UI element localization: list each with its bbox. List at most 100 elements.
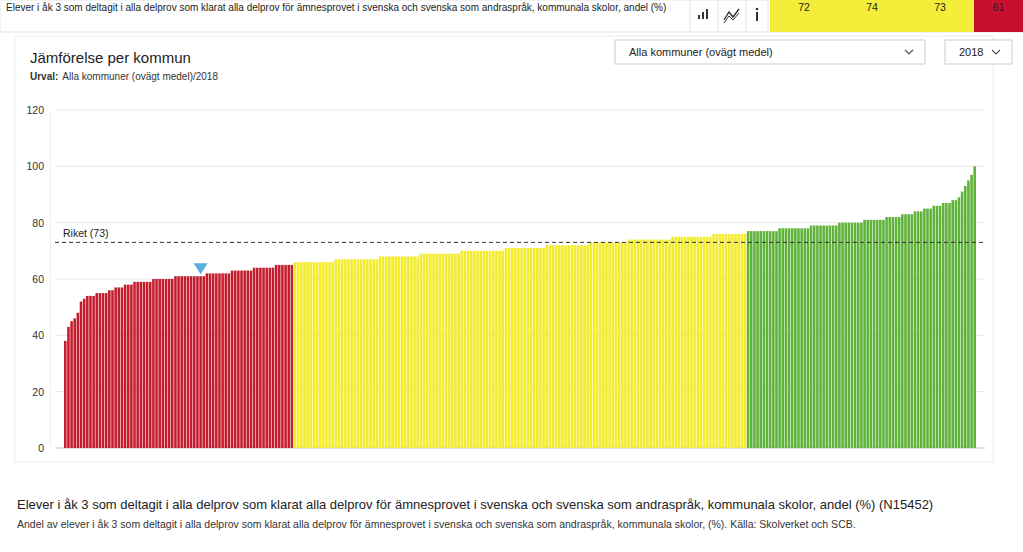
bar[interactable]: [737, 234, 740, 448]
bar[interactable]: [797, 228, 800, 448]
bar[interactable]: [479, 251, 482, 448]
bar[interactable]: [325, 262, 328, 448]
bar[interactable]: [64, 341, 67, 448]
bar[interactable]: [199, 276, 202, 448]
bar[interactable]: [470, 251, 473, 448]
bar[interactable]: [561, 245, 564, 448]
bar[interactable]: [618, 242, 621, 448]
bar[interactable]: [851, 223, 854, 448]
bar[interactable]: [882, 220, 885, 448]
bar[interactable]: [590, 242, 593, 448]
bar[interactable]: [602, 242, 605, 448]
bar[interactable]: [501, 251, 504, 448]
bar[interactable]: [693, 237, 696, 448]
bar[interactable]: [901, 214, 904, 448]
bar[interactable]: [810, 225, 813, 448]
bar[interactable]: [158, 279, 161, 448]
bar[interactable]: [196, 276, 199, 448]
bar[interactable]: [124, 285, 127, 448]
bar[interactable]: [948, 203, 951, 448]
bar[interactable]: [514, 248, 517, 448]
bar[interactable]: [844, 223, 847, 448]
bar[interactable]: [772, 231, 775, 448]
bar[interactable]: [322, 262, 325, 448]
bar[interactable]: [703, 237, 706, 448]
bar[interactable]: [473, 251, 476, 448]
bar[interactable]: [347, 259, 350, 448]
bar[interactable]: [429, 254, 432, 448]
bar[interactable]: [363, 259, 366, 448]
bar[interactable]: [829, 225, 832, 448]
info-icon-dot[interactable]: [756, 8, 759, 11]
bar[interactable]: [483, 251, 486, 448]
selection-dropdown-box[interactable]: [615, 40, 925, 64]
bar[interactable]: [300, 262, 303, 448]
bar[interactable]: [835, 225, 838, 448]
bar[interactable]: [67, 327, 70, 448]
bar[interactable]: [520, 248, 523, 448]
bar[interactable]: [646, 240, 649, 448]
bar[interactable]: [558, 245, 561, 448]
bar[interactable]: [303, 262, 306, 448]
bar[interactable]: [775, 231, 778, 448]
bar[interactable]: [958, 197, 961, 448]
bar[interactable]: [929, 209, 932, 448]
bar[interactable]: [404, 256, 407, 448]
bar[interactable]: [391, 256, 394, 448]
bar[interactable]: [92, 296, 95, 448]
selection-dropdown-text[interactable]: Alla kommuner (ovägt medel): [629, 46, 773, 58]
bar[interactable]: [95, 293, 98, 448]
bar[interactable]: [967, 180, 970, 448]
bar[interactable]: [511, 248, 514, 448]
bar[interactable]: [171, 279, 174, 448]
bar[interactable]: [259, 268, 262, 448]
bar[interactable]: [533, 248, 536, 448]
bar[interactable]: [917, 211, 920, 448]
bar[interactable]: [536, 248, 539, 448]
bar[interactable]: [624, 242, 627, 448]
bar[interactable]: [517, 248, 520, 448]
bar[interactable]: [256, 268, 259, 448]
bar[interactable]: [759, 231, 762, 448]
bar[interactable]: [876, 220, 879, 448]
bar[interactable]: [860, 223, 863, 448]
bar[interactable]: [750, 231, 753, 448]
bar[interactable]: [728, 234, 731, 448]
bar[interactable]: [785, 228, 788, 448]
bar[interactable]: [627, 240, 630, 448]
bar[interactable]: [451, 254, 454, 448]
bar[interactable]: [555, 245, 558, 448]
bar[interactable]: [848, 223, 851, 448]
bar[interactable]: [385, 256, 388, 448]
bar[interactable]: [892, 217, 895, 448]
bar[interactable]: [841, 223, 844, 448]
bar[interactable]: [212, 273, 215, 448]
bar[interactable]: [888, 217, 891, 448]
bar[interactable]: [114, 287, 117, 448]
bar[interactable]: [105, 293, 108, 448]
bar[interactable]: [643, 240, 646, 448]
bar[interactable]: [121, 287, 124, 448]
bar[interactable]: [684, 237, 687, 448]
bar[interactable]: [574, 245, 577, 448]
bar[interactable]: [879, 220, 882, 448]
bar[interactable]: [870, 220, 873, 448]
bar[interactable]: [111, 290, 114, 448]
bar[interactable]: [269, 268, 272, 448]
bar[interactable]: [652, 240, 655, 448]
bar[interactable]: [423, 254, 426, 448]
bar[interactable]: [253, 268, 256, 448]
bar[interactable]: [89, 296, 92, 448]
bar[interactable]: [898, 217, 901, 448]
bar[interactable]: [287, 265, 290, 448]
bar[interactable]: [552, 245, 555, 448]
bar[interactable]: [209, 273, 212, 448]
bar[interactable]: [567, 245, 570, 448]
bar[interactable]: [857, 223, 860, 448]
bar[interactable]: [498, 251, 501, 448]
bar[interactable]: [863, 220, 866, 448]
bar[interactable]: [432, 254, 435, 448]
bar[interactable]: [73, 318, 76, 448]
bar[interactable]: [961, 192, 964, 448]
bar[interactable]: [140, 282, 143, 448]
